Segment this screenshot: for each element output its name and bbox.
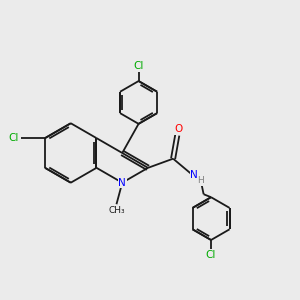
Text: CH₃: CH₃ xyxy=(108,206,125,215)
Text: Cl: Cl xyxy=(134,61,144,71)
Text: N: N xyxy=(190,170,198,180)
Text: Cl: Cl xyxy=(9,133,19,143)
Text: O: O xyxy=(175,124,183,134)
Text: H: H xyxy=(197,176,204,185)
Text: N: N xyxy=(118,178,126,188)
Text: Cl: Cl xyxy=(206,250,216,260)
